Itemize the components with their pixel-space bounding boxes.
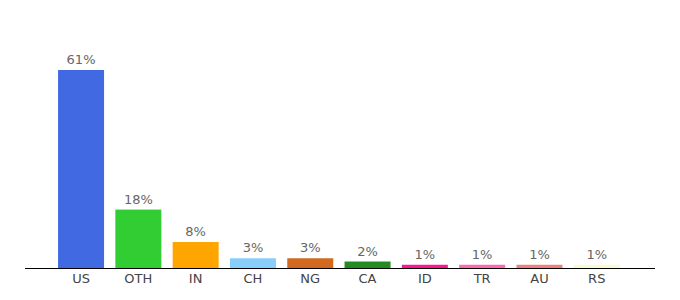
data-label: 8%: [185, 224, 206, 239]
data-label: 61%: [67, 52, 96, 67]
data-label: 3%: [300, 240, 321, 255]
tick-label: US: [72, 271, 90, 286]
data-label: 3%: [243, 240, 264, 255]
tick-label: CH: [244, 271, 263, 286]
tick-label: NG: [300, 271, 320, 286]
bar: [574, 265, 620, 268]
x-axis: [25, 268, 655, 269]
data-label: 1%: [529, 247, 550, 262]
bars: [58, 70, 620, 268]
tick-label: TR: [473, 271, 491, 286]
tick-label: ID: [418, 271, 432, 286]
bar: [345, 262, 391, 268]
tick-label: IN: [189, 271, 203, 286]
tick-label: CA: [359, 271, 377, 286]
bar: [115, 210, 161, 268]
chart: 61% US 18% OTH 8% IN 3% CH 3% NG 2% CA 1% ID 1% TR 1% AU 1…: [0, 0, 680, 300]
tick-label: OTH: [124, 271, 152, 286]
tick-label: RS: [588, 271, 605, 286]
bar: [516, 265, 562, 268]
bar: [287, 258, 333, 268]
bar: [58, 70, 104, 268]
bar: [230, 258, 276, 268]
tick-label: AU: [530, 271, 548, 286]
bar: [173, 242, 219, 268]
data-label: 18%: [124, 192, 153, 207]
bar: [402, 265, 448, 268]
bar: [459, 265, 505, 268]
data-label: 1%: [586, 247, 607, 262]
data-label: 1%: [415, 247, 436, 262]
data-label: 2%: [357, 244, 378, 259]
data-label: 1%: [472, 247, 493, 262]
